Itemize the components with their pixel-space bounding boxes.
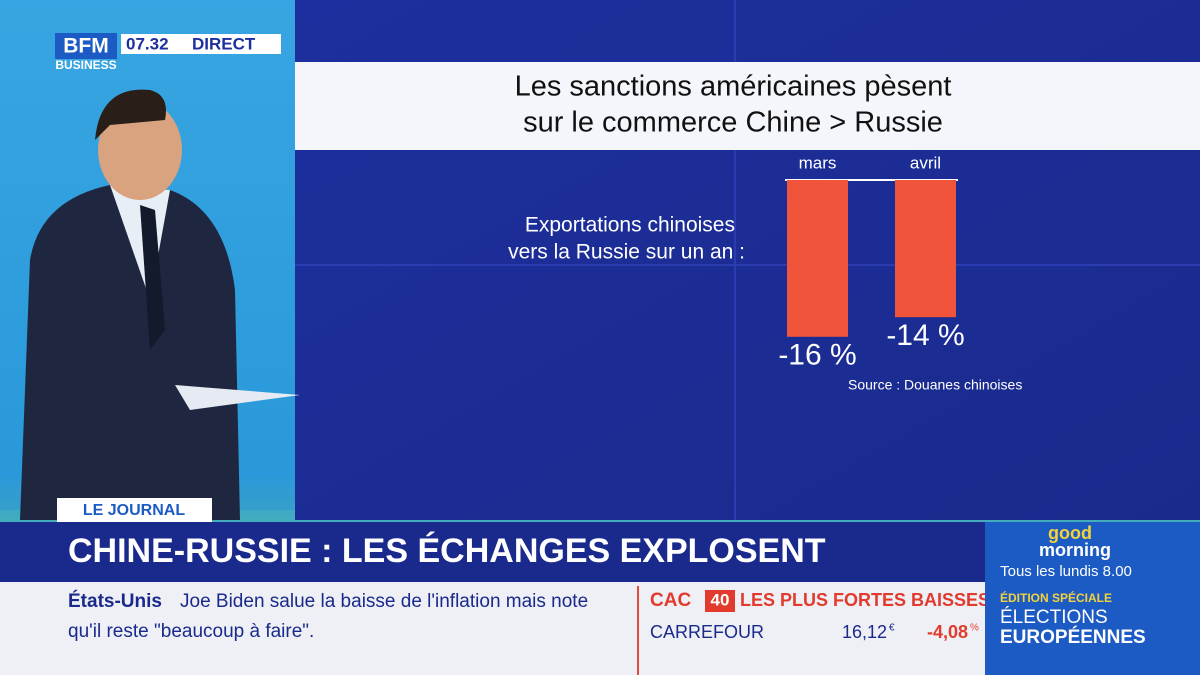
category-label: mars — [799, 153, 837, 172]
chart-source: Source : Douanes chinoises — [848, 377, 1022, 393]
stock-change: -4,08 — [927, 622, 968, 642]
logo-box — [55, 33, 117, 59]
market-index-num: 40 — [711, 590, 730, 609]
tag-box — [57, 498, 212, 522]
value-label: -16 % — [778, 339, 856, 372]
ticker-band — [0, 582, 985, 675]
presenter — [20, 89, 300, 520]
clock-box — [121, 34, 281, 54]
stock-change-unit: % — [970, 623, 979, 634]
clock: 07.32 — [126, 34, 169, 53]
stock-currency: € — [889, 623, 895, 634]
live: DIRECT — [192, 34, 256, 53]
bar — [895, 180, 956, 318]
promo-schedule: Tous les lundis 8.00 — [1000, 563, 1132, 580]
ticker-text: Joe Biden salue la baisse de l'inflation… — [180, 591, 588, 612]
promo-edition: ÉDITION SPÉCIALE — [1000, 590, 1112, 605]
logo-sub: BUSINESS — [55, 58, 116, 72]
market-index: CAC — [650, 590, 691, 611]
category-label: avril — [910, 153, 941, 172]
ticker-text: qu'il reste "beaucoup à faire". — [68, 621, 314, 642]
promo-brand: good — [1048, 523, 1092, 543]
stock-name: CARREFOUR — [650, 622, 764, 642]
tag: LE JOURNAL — [83, 502, 185, 519]
chart-title: sur le commerce Chine > Russie — [523, 107, 943, 139]
chart-subtitle: Exportations chinoises — [525, 214, 735, 237]
logo: BFM — [63, 35, 109, 58]
chart: Les sanctions américaines pèsent sur le … — [508, 71, 1022, 393]
market-heading: LES PLUS FORTES BAISSES — [740, 590, 990, 610]
promo-line: EUROPÉENNES — [1000, 626, 1146, 648]
value-label: -14 % — [886, 319, 964, 352]
bar — [787, 180, 848, 337]
index-box — [705, 590, 735, 612]
stock-price: 16,12 — [842, 622, 887, 642]
headline: CHINE-RUSSIE : LES ÉCHANGES EXPLOSENT — [68, 532, 826, 570]
title-banner — [295, 62, 1200, 150]
ticker-topic: États-Unis — [68, 590, 162, 612]
headline-band — [0, 522, 985, 582]
promo-line: ÉLECTIONS — [1000, 607, 1108, 628]
chart-subtitle: vers la Russie sur un an : — [508, 241, 745, 264]
promo-brand: morning — [1039, 540, 1111, 560]
promo-box — [985, 522, 1200, 675]
chart-title: Les sanctions américaines pèsent — [515, 71, 952, 103]
